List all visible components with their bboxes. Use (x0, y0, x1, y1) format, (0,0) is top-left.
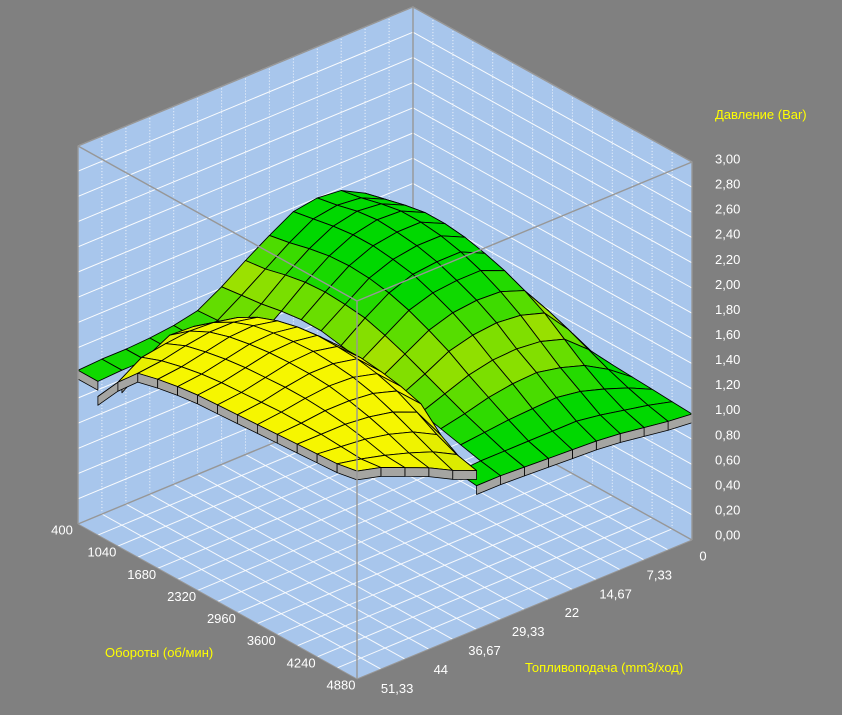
z-tick-label: 0,00 (715, 528, 740, 543)
fuel-tick-label: 44 (434, 662, 448, 677)
z-tick-label: 2,00 (715, 277, 740, 292)
z-axis-title: Давление (Bar) (715, 107, 807, 122)
z-tick-label: 2,40 (715, 227, 740, 242)
z-tick-label: 0,60 (715, 452, 740, 467)
z-tick-label: 1,60 (715, 327, 740, 342)
z-tick-label: 0,80 (715, 427, 740, 442)
surface-side-skirt (476, 475, 502, 495)
surface-side-skirt (380, 467, 406, 477)
fuel-tick-label: 29,33 (512, 624, 545, 639)
surface-side-skirt (452, 469, 478, 480)
z-tick-label: 2,20 (715, 252, 740, 267)
surface-side-skirt (404, 467, 430, 478)
fuel-axis-title: Топливоподача (mm3/ход) (525, 660, 684, 675)
fuel-tick-label: 22 (565, 605, 579, 620)
z-tick-label: 2,80 (715, 177, 740, 192)
rpm-axis-title: Обороты (об/мин) (105, 645, 214, 660)
rpm-tick-label: 4880 (327, 678, 356, 693)
rpm-tick-label: 1680 (127, 567, 156, 582)
z-tick-label: 1,40 (715, 352, 740, 367)
fuel-tick-label: 14,67 (599, 586, 632, 601)
fuel-tick-label: 0 (699, 549, 706, 564)
rpm-tick-label: 2320 (167, 589, 196, 604)
rpm-tick-label: 3600 (247, 633, 276, 648)
fuel-tick-label: 51,33 (381, 681, 414, 696)
z-tick-label: 0,40 (715, 477, 740, 492)
z-tick-label: 1,80 (715, 302, 740, 317)
rpm-tick-label: 4240 (287, 655, 316, 670)
fuel-tick-label: 36,67 (468, 643, 501, 658)
fuel-tick-label: 7,33 (647, 567, 672, 582)
rpm-tick-label: 1040 (87, 545, 116, 560)
z-tick-label: 3,00 (715, 152, 740, 167)
rpm-tick-label: 2960 (207, 611, 236, 626)
z-tick-label: 0,20 (715, 503, 740, 518)
z-tick-label: 2,60 (715, 202, 740, 217)
rpm-tick-label: 400 (51, 523, 73, 538)
z-tick-label: 1,20 (715, 377, 740, 392)
z-tick-label: 1,00 (715, 402, 740, 417)
